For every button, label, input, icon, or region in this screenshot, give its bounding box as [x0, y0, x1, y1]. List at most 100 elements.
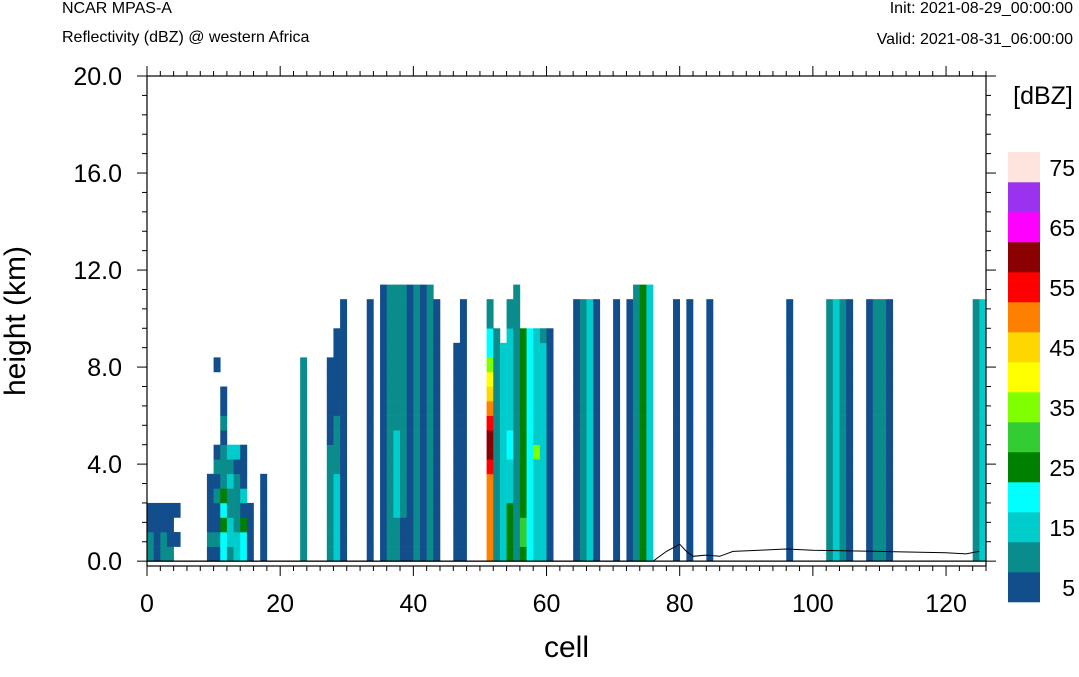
reflectivity-cell	[526, 488, 534, 504]
reflectivity-cell	[826, 488, 834, 504]
reflectivity-cell	[786, 488, 794, 504]
reflectivity-cell	[573, 386, 581, 402]
reflectivity-cell	[872, 517, 880, 533]
reflectivity-cell	[519, 401, 527, 416]
reflectivity-cell	[846, 459, 854, 475]
reflectivity-cell	[786, 444, 794, 460]
reflectivity-cell	[406, 546, 414, 562]
reflectivity-cell	[673, 342, 680, 358]
reflectivity-cell	[519, 473, 527, 489]
reflectivity-cell	[426, 473, 434, 489]
reflectivity-cell	[426, 430, 434, 446]
reflectivity-cell	[979, 517, 987, 533]
reflectivity-cell	[380, 357, 388, 373]
reflectivity-cell	[673, 430, 680, 446]
reflectivity-cell	[533, 415, 541, 431]
reflectivity-cell	[539, 473, 547, 489]
reflectivity-cell	[839, 371, 847, 387]
reflectivity-cell	[147, 532, 154, 547]
reflectivity-cell	[879, 430, 887, 446]
reflectivity-cell	[420, 342, 427, 358]
reflectivity-cell	[406, 357, 414, 373]
reflectivity-cell	[639, 546, 647, 562]
reflectivity-cell	[406, 328, 414, 344]
reflectivity-cell	[393, 546, 401, 562]
reflectivity-cell	[586, 299, 594, 315]
reflectivity-cell	[246, 502, 254, 518]
reflectivity-cell	[526, 357, 534, 373]
x-axis: 0 20 40 60 80 100 120	[140, 66, 987, 618]
reflectivity-cell	[206, 488, 214, 504]
y-tick-label: 8.0	[87, 354, 122, 382]
reflectivity-cell	[519, 386, 527, 402]
reflectivity-cell	[426, 517, 434, 533]
reflectivity-cell	[593, 415, 601, 431]
reflectivity-cell	[832, 386, 840, 402]
reflectivity-cell	[506, 459, 514, 475]
reflectivity-cell	[340, 459, 348, 475]
reflectivity-cell	[866, 328, 874, 344]
reflectivity-cell	[886, 444, 894, 460]
reflectivity-cell	[533, 532, 541, 547]
reflectivity-cell	[593, 299, 601, 315]
reflectivity-cell	[972, 517, 980, 533]
reflectivity-cell	[786, 502, 794, 518]
reflectivity-cell	[420, 415, 427, 431]
reflectivity-cell	[393, 473, 401, 489]
colorbar: 5 15 25 35 45 55 65 75	[1008, 152, 1075, 603]
reflectivity-cell	[533, 342, 541, 358]
reflectivity-cell	[213, 546, 221, 562]
reflectivity-cell	[686, 386, 694, 402]
reflectivity-cell	[593, 546, 601, 562]
reflectivity-cell	[972, 459, 980, 475]
reflectivity-cell	[673, 313, 680, 329]
reflectivity-cell	[413, 546, 421, 562]
reflectivity-cell	[380, 444, 388, 460]
reflectivity-cell	[533, 517, 541, 533]
reflectivity-cell	[340, 313, 348, 329]
reflectivity-cell	[639, 502, 647, 518]
reflectivity-cell	[786, 459, 794, 475]
reflectivity-cell	[380, 532, 388, 547]
reflectivity-cell	[646, 357, 654, 373]
reflectivity-cell	[220, 444, 228, 460]
x-tick-label: 60	[533, 590, 561, 618]
reflectivity-cell	[533, 371, 541, 387]
reflectivity-cell	[519, 488, 527, 504]
colorbar-tick-label: 65	[1049, 215, 1075, 241]
reflectivity-cell	[639, 473, 647, 489]
reflectivity-cell	[486, 386, 494, 402]
reflectivity-cell	[260, 488, 268, 504]
reflectivity-cell	[886, 517, 894, 533]
reflectivity-cell	[420, 328, 427, 344]
reflectivity-cell	[546, 357, 554, 373]
reflectivity-cell	[220, 473, 228, 489]
reflectivity-cell	[839, 444, 847, 460]
reflectivity-cell	[233, 444, 241, 460]
reflectivity-cell	[972, 401, 980, 416]
reflectivity-cell	[326, 386, 334, 402]
reflectivity-cell	[546, 328, 554, 344]
reflectivity-cell	[846, 313, 854, 329]
reflectivity-cell	[380, 386, 388, 402]
reflectivity-cell	[979, 532, 987, 547]
reflectivity-cell	[453, 342, 461, 358]
reflectivity-cell	[879, 459, 887, 475]
reflectivity-cell	[366, 488, 374, 504]
reflectivity-cell	[519, 517, 527, 533]
reflectivity-cell	[579, 517, 587, 533]
reflectivity-cell	[166, 517, 174, 533]
reflectivity-cell	[686, 517, 694, 533]
reflectivity-cell	[459, 299, 467, 315]
reflectivity-cell	[539, 517, 547, 533]
reflectivity-cell	[832, 502, 840, 518]
reflectivity-cell	[513, 546, 521, 562]
x-tick-label: 120	[925, 590, 967, 618]
reflectivity-cell	[426, 299, 434, 315]
reflectivity-cell	[613, 517, 621, 533]
reflectivity-cell	[639, 488, 647, 504]
reflectivity-cell	[459, 371, 467, 387]
reflectivity-cell	[586, 430, 594, 446]
reflectivity-cell	[846, 415, 854, 431]
reflectivity-cell	[633, 546, 641, 562]
